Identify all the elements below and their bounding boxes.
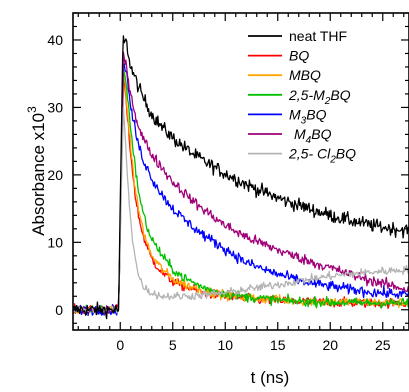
x-tick-label: 0 <box>116 337 124 353</box>
series-line <box>73 63 409 317</box>
x-tick-label: 25 <box>375 337 391 353</box>
series-layer <box>73 35 409 320</box>
legend-entry: neat THF <box>289 28 347 44</box>
legend-entry: BQ <box>289 48 309 64</box>
ticks-layer <box>73 12 409 330</box>
x-axis-title: t (ns) <box>251 368 290 387</box>
y-tick-label: 10 <box>47 234 63 250</box>
legend-entry: 2,5- Cl2BQ <box>288 146 356 166</box>
y-axis-title-main: Absorbance x10 <box>29 113 48 236</box>
legend-entry: 2,5-M2BQ <box>288 87 351 107</box>
y-tick-label: 0 <box>55 302 63 318</box>
tick-labels-layer: 0 5 10 15 20 25 0 10 20 30 40 <box>47 32 390 353</box>
series-line <box>73 35 409 320</box>
legend-entry: M3BQ <box>289 106 327 126</box>
y-axis-title: Absorbance x103 <box>25 106 48 236</box>
x-tick-label: 5 <box>169 337 177 353</box>
x-tick-label: 15 <box>270 337 286 353</box>
legend-entry: MBQ <box>289 67 321 83</box>
y-axis-title-exponent: 3 <box>25 106 39 113</box>
series-line <box>73 106 409 315</box>
y-tick-label: 30 <box>47 99 63 115</box>
plot-frame <box>72 12 409 331</box>
y-tick-label: 20 <box>47 167 63 183</box>
x-tick-label: 20 <box>322 337 338 353</box>
x-tick-label: 10 <box>217 337 233 353</box>
y-tick-label: 40 <box>47 32 63 48</box>
series-line <box>73 69 409 315</box>
legend-entry: M4BQ <box>294 126 332 146</box>
